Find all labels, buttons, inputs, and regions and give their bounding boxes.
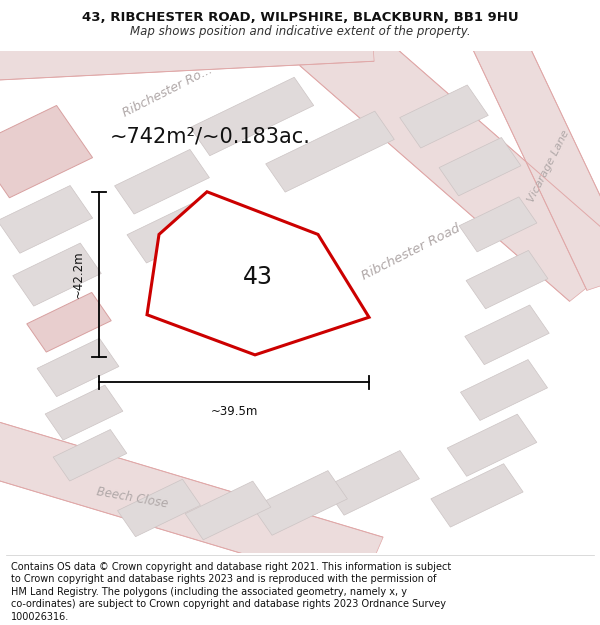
Polygon shape bbox=[0, 417, 383, 589]
Polygon shape bbox=[459, 197, 537, 252]
Polygon shape bbox=[147, 192, 369, 355]
Text: 43, RIBCHESTER ROAD, WILPSHIRE, BLACKBURN, BB1 9HU: 43, RIBCHESTER ROAD, WILPSHIRE, BLACKBUR… bbox=[82, 11, 518, 24]
Text: Contains OS data © Crown copyright and database right 2021. This information is : Contains OS data © Crown copyright and d… bbox=[11, 562, 451, 572]
Polygon shape bbox=[466, 251, 548, 309]
Polygon shape bbox=[325, 451, 419, 515]
Text: Beech Close: Beech Close bbox=[95, 485, 169, 511]
Polygon shape bbox=[13, 243, 101, 306]
Text: HM Land Registry. The polygons (including the associated geometry, namely x, y: HM Land Registry. The polygons (includin… bbox=[11, 587, 407, 597]
Polygon shape bbox=[439, 138, 521, 196]
Text: ~742m²/~0.183ac.: ~742m²/~0.183ac. bbox=[110, 127, 310, 147]
Polygon shape bbox=[115, 149, 209, 214]
Polygon shape bbox=[299, 17, 600, 301]
Text: co-ordinates) are subject to Crown copyright and database rights 2023 Ordnance S: co-ordinates) are subject to Crown copyr… bbox=[11, 599, 446, 609]
Text: Ribchester Ro...: Ribchester Ro... bbox=[121, 63, 215, 119]
Polygon shape bbox=[0, 186, 92, 253]
Polygon shape bbox=[0, 1, 374, 81]
Polygon shape bbox=[473, 33, 600, 291]
Text: 43: 43 bbox=[243, 265, 273, 289]
Polygon shape bbox=[460, 359, 548, 421]
Text: Map shows position and indicative extent of the property.: Map shows position and indicative extent… bbox=[130, 26, 470, 39]
Polygon shape bbox=[0, 106, 92, 198]
Polygon shape bbox=[53, 429, 127, 481]
Polygon shape bbox=[190, 78, 314, 156]
Polygon shape bbox=[431, 464, 523, 527]
Polygon shape bbox=[400, 85, 488, 148]
Polygon shape bbox=[465, 305, 549, 364]
Polygon shape bbox=[37, 338, 119, 397]
Polygon shape bbox=[185, 481, 271, 540]
Text: Vicarage Lane: Vicarage Lane bbox=[526, 129, 572, 204]
Polygon shape bbox=[266, 111, 394, 192]
Text: to Crown copyright and database rights 2023 and is reproduced with the permissio: to Crown copyright and database rights 2… bbox=[11, 574, 436, 584]
Polygon shape bbox=[253, 471, 347, 535]
Polygon shape bbox=[447, 414, 537, 476]
Text: ~39.5m: ~39.5m bbox=[211, 405, 257, 418]
Polygon shape bbox=[27, 292, 111, 352]
Text: 100026316.: 100026316. bbox=[11, 612, 69, 622]
Polygon shape bbox=[127, 196, 227, 263]
Polygon shape bbox=[118, 479, 200, 537]
Text: Ribchester Road: Ribchester Road bbox=[359, 221, 463, 282]
Text: ~42.2m: ~42.2m bbox=[71, 251, 85, 298]
Polygon shape bbox=[45, 385, 123, 440]
